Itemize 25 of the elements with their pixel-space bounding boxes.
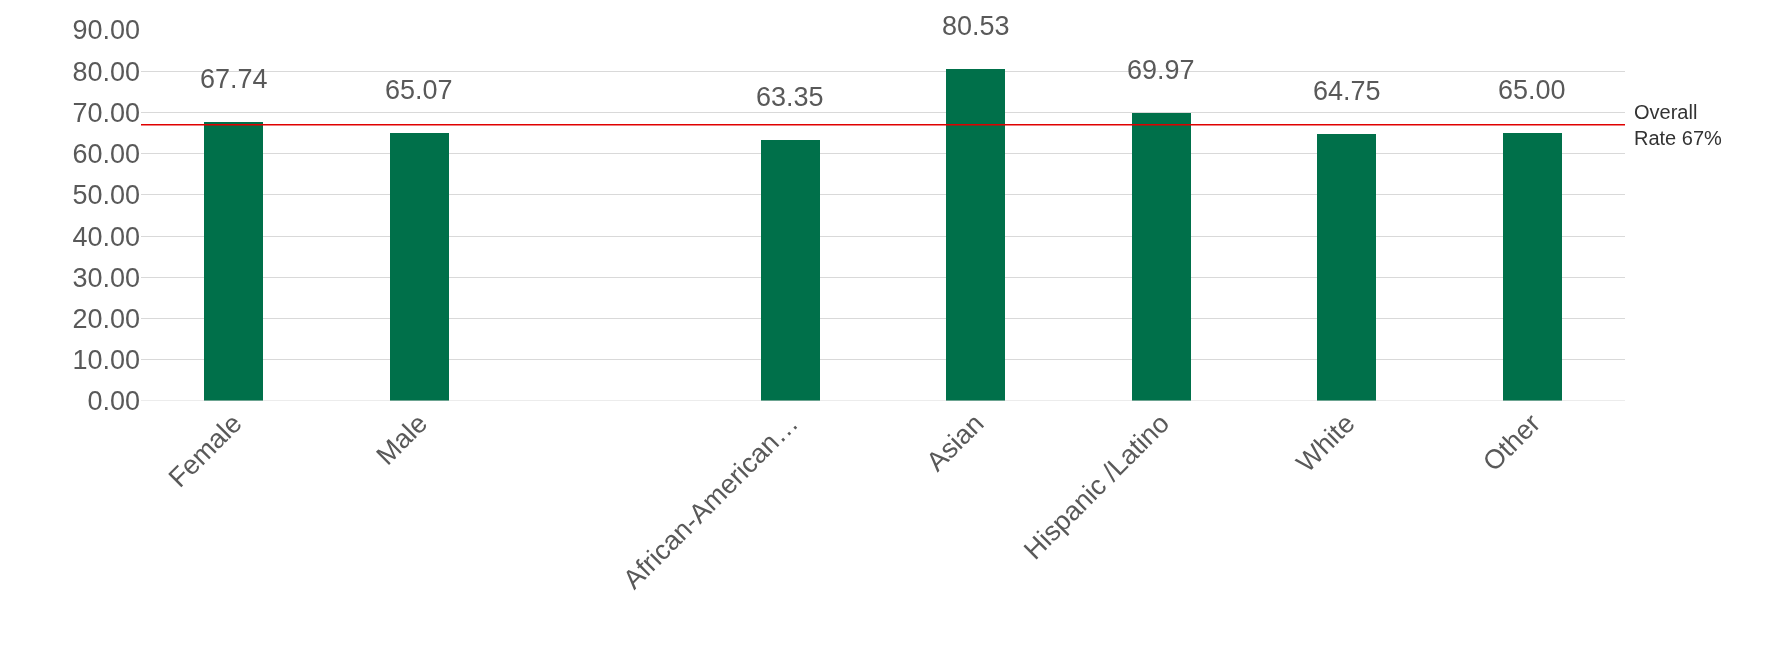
bar bbox=[1502, 133, 1562, 401]
y-tick-label: 30.00 bbox=[72, 262, 140, 293]
data-label: 63.35 bbox=[756, 82, 824, 112]
data-label: 80.53 bbox=[942, 11, 1010, 41]
y-tick-label: 80.00 bbox=[72, 56, 140, 87]
bar bbox=[760, 139, 820, 401]
data-label: 65.00 bbox=[1498, 75, 1566, 105]
data-label: 65.07 bbox=[385, 75, 453, 105]
data-label: 69.97 bbox=[1127, 55, 1195, 85]
bar bbox=[389, 132, 449, 401]
y-tick-label: 50.00 bbox=[72, 180, 140, 211]
y-tick-label: 20.00 bbox=[72, 304, 140, 335]
y-tick-label: 90.00 bbox=[72, 15, 140, 46]
bar bbox=[1131, 112, 1191, 401]
y-tick-label: 10.00 bbox=[72, 345, 140, 376]
data-label: 64.75 bbox=[1313, 76, 1381, 106]
bar bbox=[1317, 134, 1377, 401]
y-tick-label: 60.00 bbox=[72, 139, 140, 170]
data-label: 67.74 bbox=[200, 64, 268, 94]
bar bbox=[204, 121, 264, 401]
y-tick-label: 40.00 bbox=[72, 221, 140, 252]
y-tick-label: 70.00 bbox=[72, 97, 140, 128]
bar bbox=[946, 69, 1006, 401]
y-tick-label: 0.00 bbox=[87, 386, 140, 417]
ref-line-label: Overall Rate 67% bbox=[1634, 101, 1723, 149]
